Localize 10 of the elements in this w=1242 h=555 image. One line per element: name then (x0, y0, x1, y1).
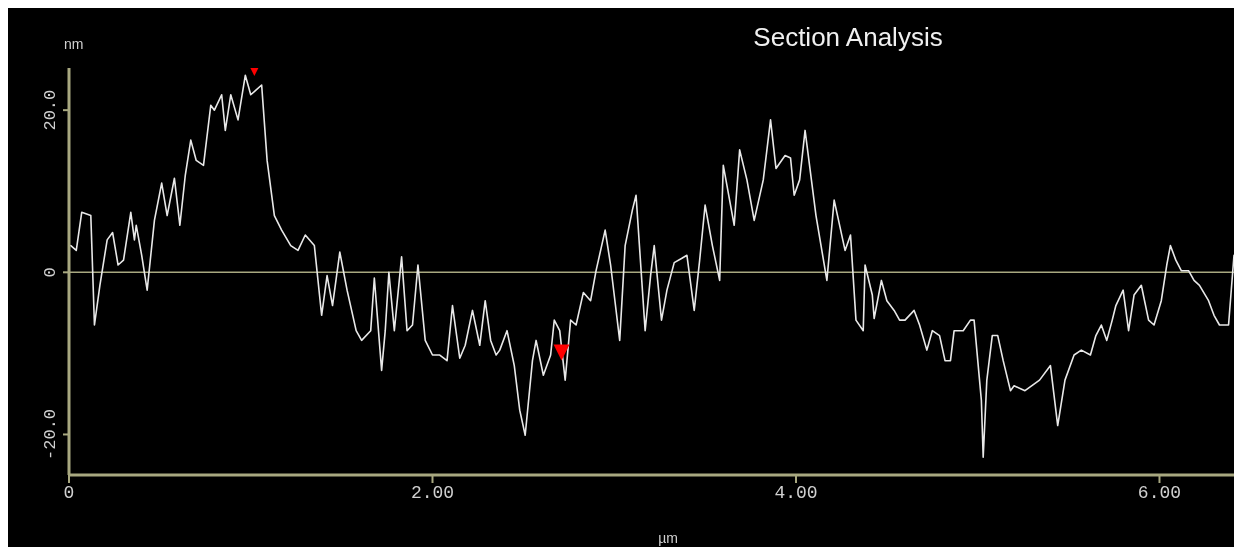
x-tick-label: 2.00 (410, 482, 455, 503)
y-tick-label: 20.0 (41, 89, 60, 131)
x-tick-label: 0 (63, 482, 75, 503)
x-axis-title: µm (657, 530, 679, 546)
y-tick-label: -20.0 (41, 408, 60, 460)
y-axis-title: nm (64, 36, 84, 52)
x-tick-label: 4.00 (774, 482, 818, 503)
chart-title: Section Analysis (752, 22, 944, 53)
x-tick-label: 6.00 (1137, 482, 1182, 503)
y-tick-label: 0 (41, 267, 60, 278)
